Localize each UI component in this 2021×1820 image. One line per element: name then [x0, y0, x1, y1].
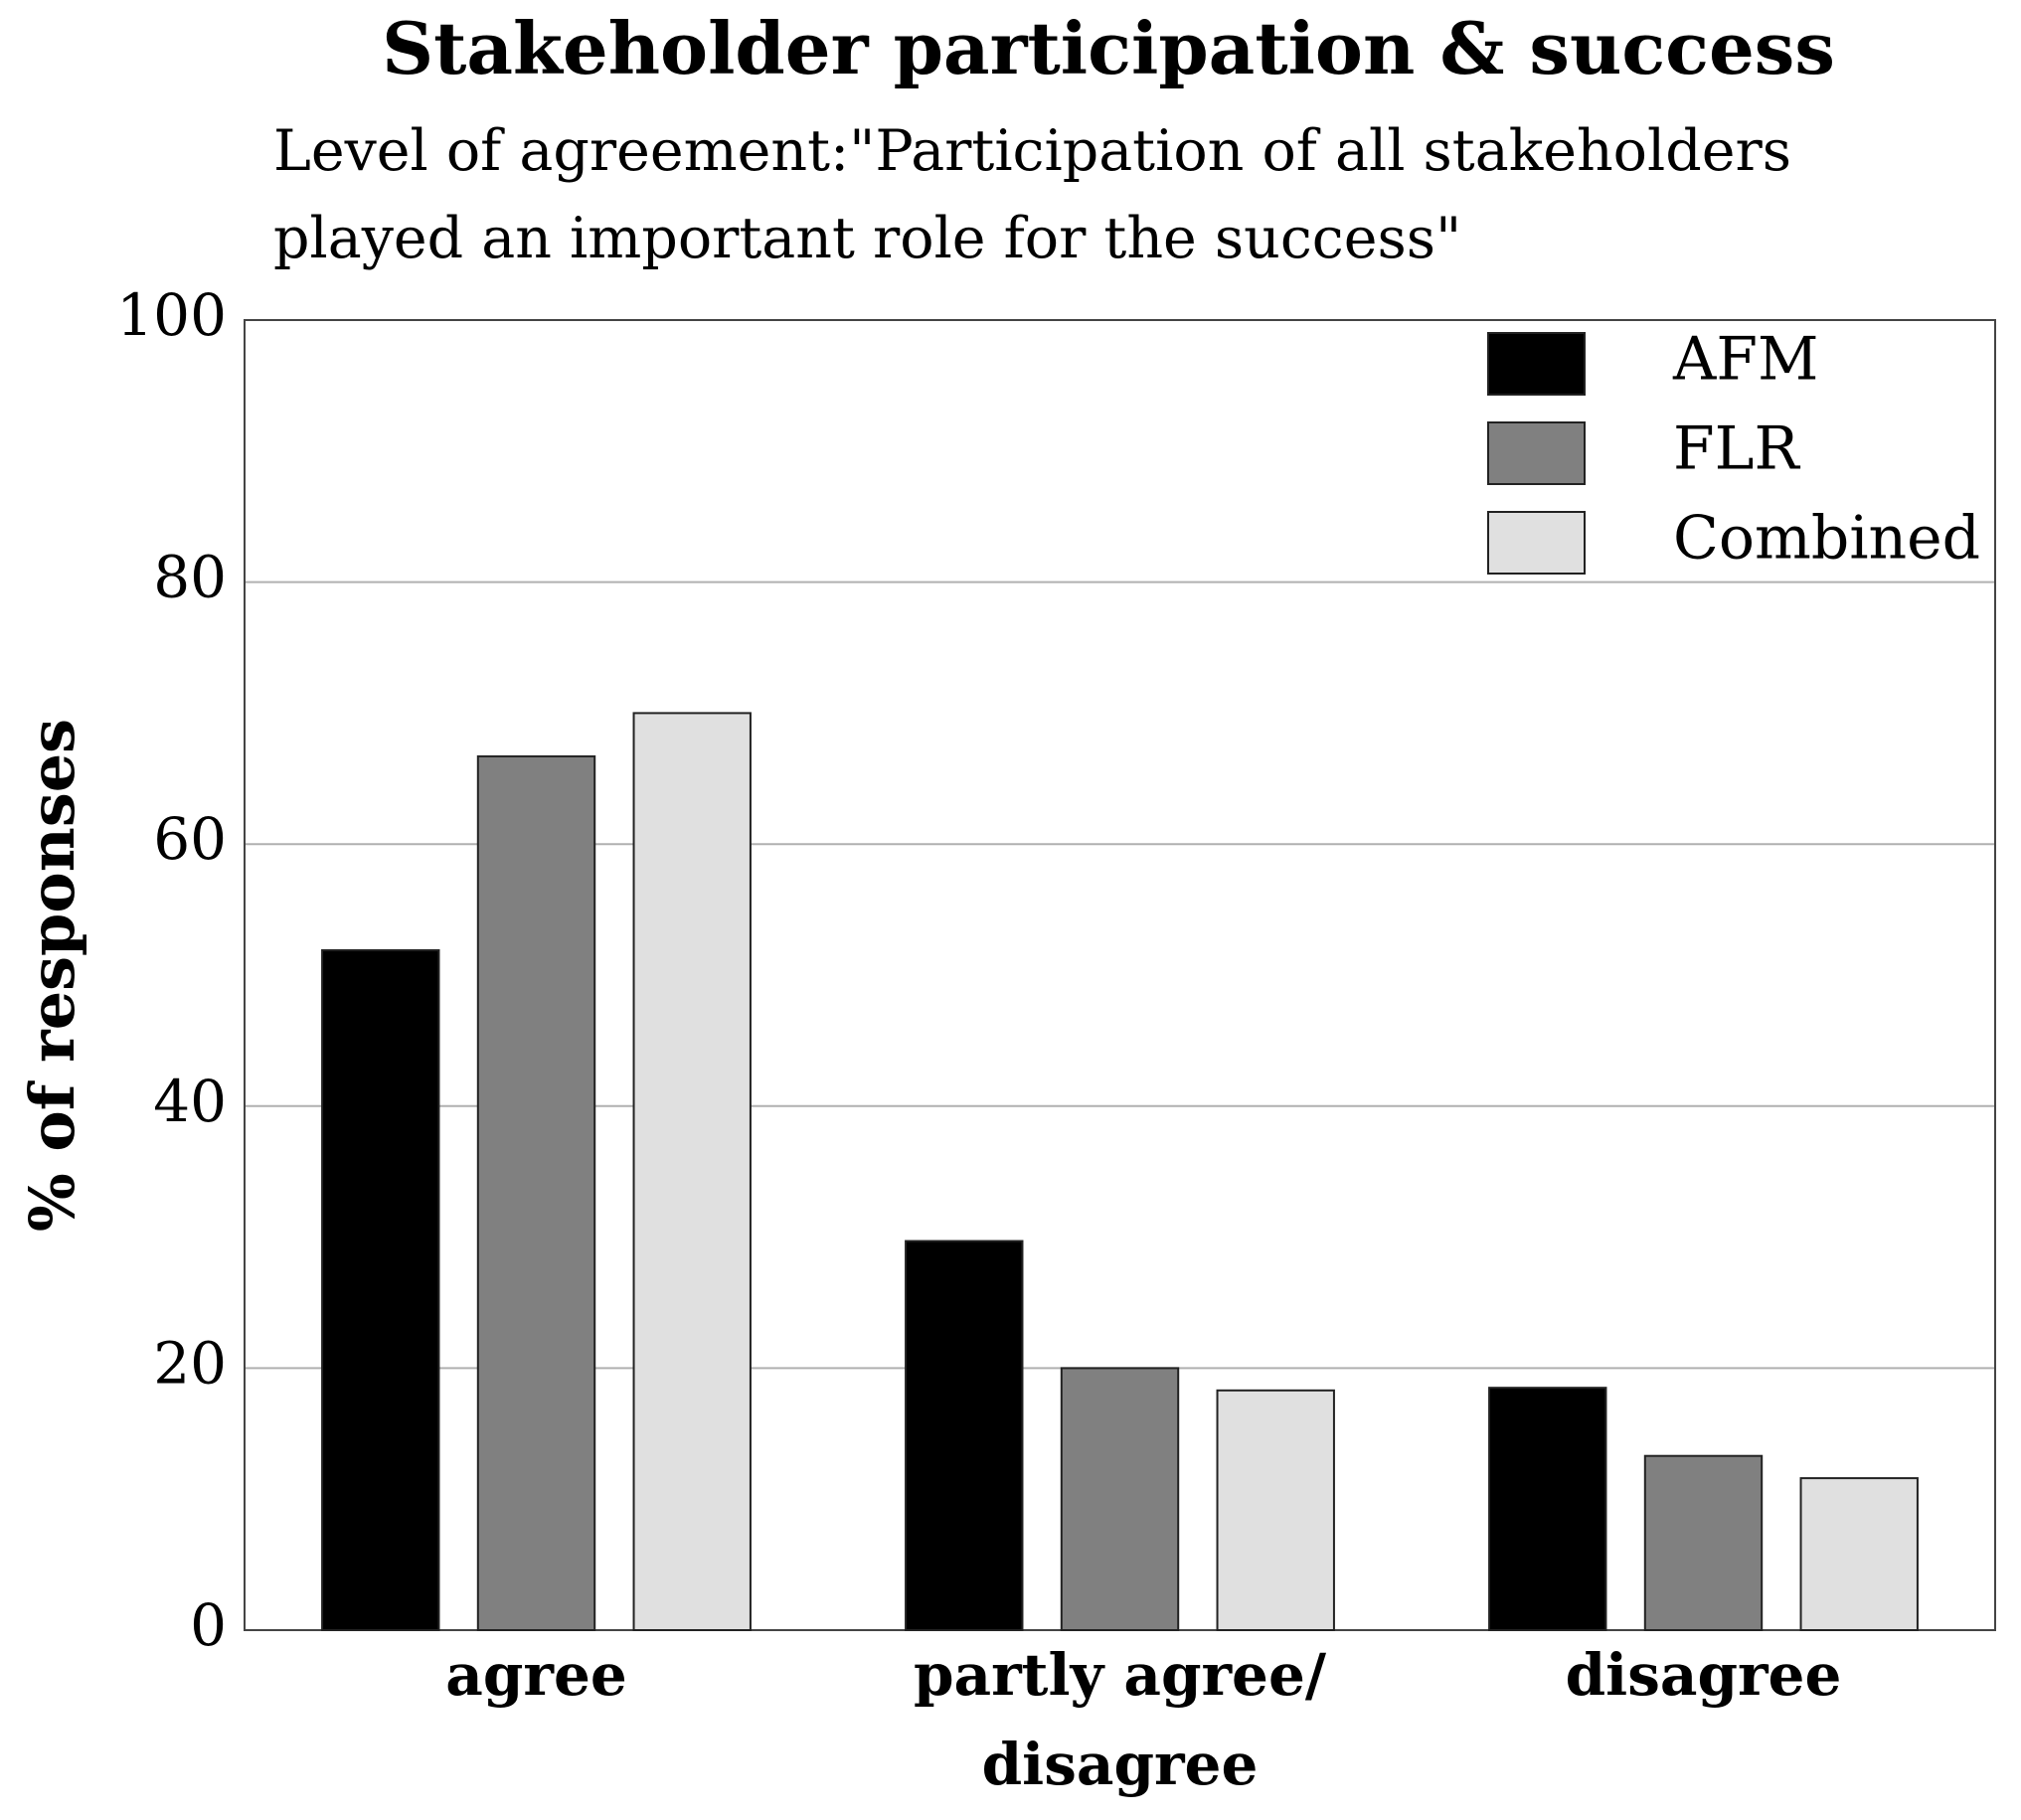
bar [476, 754, 596, 1631]
legend-swatch [1487, 511, 1586, 575]
x-tick-label: partly agree/disagree [914, 1641, 1327, 1798]
bar [1060, 1367, 1180, 1632]
legend-label: FLR [1673, 414, 1800, 484]
chart-title: Stakeholder participation & success [382, 6, 1835, 90]
y-tick-label: 40 [153, 1068, 227, 1135]
x-tick-label: disagree [1566, 1641, 1842, 1709]
bar [1799, 1477, 1919, 1632]
y-axis-label: % of responses [16, 719, 88, 1232]
y-tick-label: 60 [153, 805, 227, 873]
bar [1488, 1387, 1607, 1632]
bar [632, 712, 752, 1631]
legend-swatch [1487, 332, 1586, 396]
bar [1216, 1389, 1335, 1632]
x-tick-label: agree [445, 1641, 627, 1709]
legend-label: AFM [1672, 325, 1818, 395]
legend-label: Combined [1673, 504, 1980, 574]
bar [1643, 1454, 1764, 1632]
bar [321, 948, 440, 1631]
legend-swatch [1487, 421, 1586, 485]
chart-subtitle: Level of agreement:"Participation of all… [273, 118, 1791, 271]
y-tick-label: 0 [190, 1591, 227, 1659]
y-tick-label: 20 [153, 1329, 227, 1397]
bar [905, 1240, 1024, 1631]
y-tick-label: 80 [153, 544, 227, 611]
y-tick-label: 100 [116, 281, 227, 349]
